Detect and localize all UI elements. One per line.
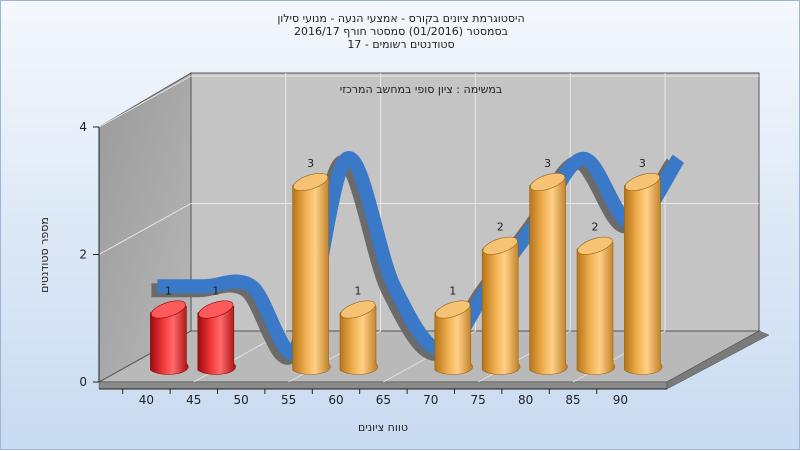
data-label: 1 (165, 284, 172, 297)
data-label: 3 (544, 157, 551, 170)
bar (624, 173, 663, 375)
bar (529, 173, 568, 375)
floor-edge (98, 381, 668, 390)
x-tick-label: 85 (565, 393, 580, 407)
chart-title-line-1: היסטוגרמת ציונים בקורס - אמצעי הנעה - מנ… (277, 12, 525, 25)
axes: 0 2 4 40 45 50 55 60 65 70 75 80 85 90 (79, 120, 667, 407)
data-labels: 1 1 3 1 1 2 3 2 3 (165, 157, 646, 298)
x-tick-label: 60 (328, 393, 343, 407)
data-label: 3 (639, 157, 646, 170)
bar (339, 300, 379, 375)
bar (576, 236, 616, 375)
x-axis-title: טווח ציונים (358, 421, 408, 434)
y-axis-title: מספר סטודנטים (38, 217, 51, 293)
data-label: 2 (497, 221, 504, 234)
floor-edge-side (666, 330, 770, 390)
bar (150, 300, 189, 375)
bars (150, 173, 663, 375)
x-tick-label: 45 (186, 393, 201, 407)
x-tick-label: 40 (139, 393, 154, 407)
distribution-curve (151, 151, 685, 365)
chart-title-line-2: בסמסטר (01/2016) סמסטר חורף 2016/17 (294, 25, 508, 38)
bar (197, 300, 236, 375)
curve-ribbon (157, 151, 685, 361)
bar (481, 236, 521, 375)
y-tick-label: 0 (79, 375, 87, 389)
x-tick-label: 80 (518, 393, 533, 407)
bar (292, 173, 331, 375)
chart-annotation: במשימה : ציון סופי במחשב המרכזי (340, 83, 503, 96)
chart-title-line-3: סטודנטים רשומים - 17 (347, 38, 455, 51)
x-tick-label: 50 (234, 393, 249, 407)
grid-line-side (98, 75, 192, 128)
y-tick-label: 4 (79, 120, 87, 134)
x-tick-label: 75 (471, 393, 486, 407)
data-label: 1 (355, 284, 362, 297)
y-tick-label: 2 (79, 248, 87, 262)
x-tick-label: 70 (423, 393, 438, 407)
data-label: 2 (592, 221, 599, 234)
x-tick-label: 55 (281, 393, 296, 407)
grid-line-side (98, 203, 192, 255)
data-label: 1 (449, 284, 456, 297)
x-tick-label: 90 (613, 393, 628, 407)
x-tick-label: 65 (376, 393, 391, 407)
data-label: 1 (212, 284, 219, 297)
bar (434, 300, 473, 375)
data-label: 3 (307, 157, 314, 170)
